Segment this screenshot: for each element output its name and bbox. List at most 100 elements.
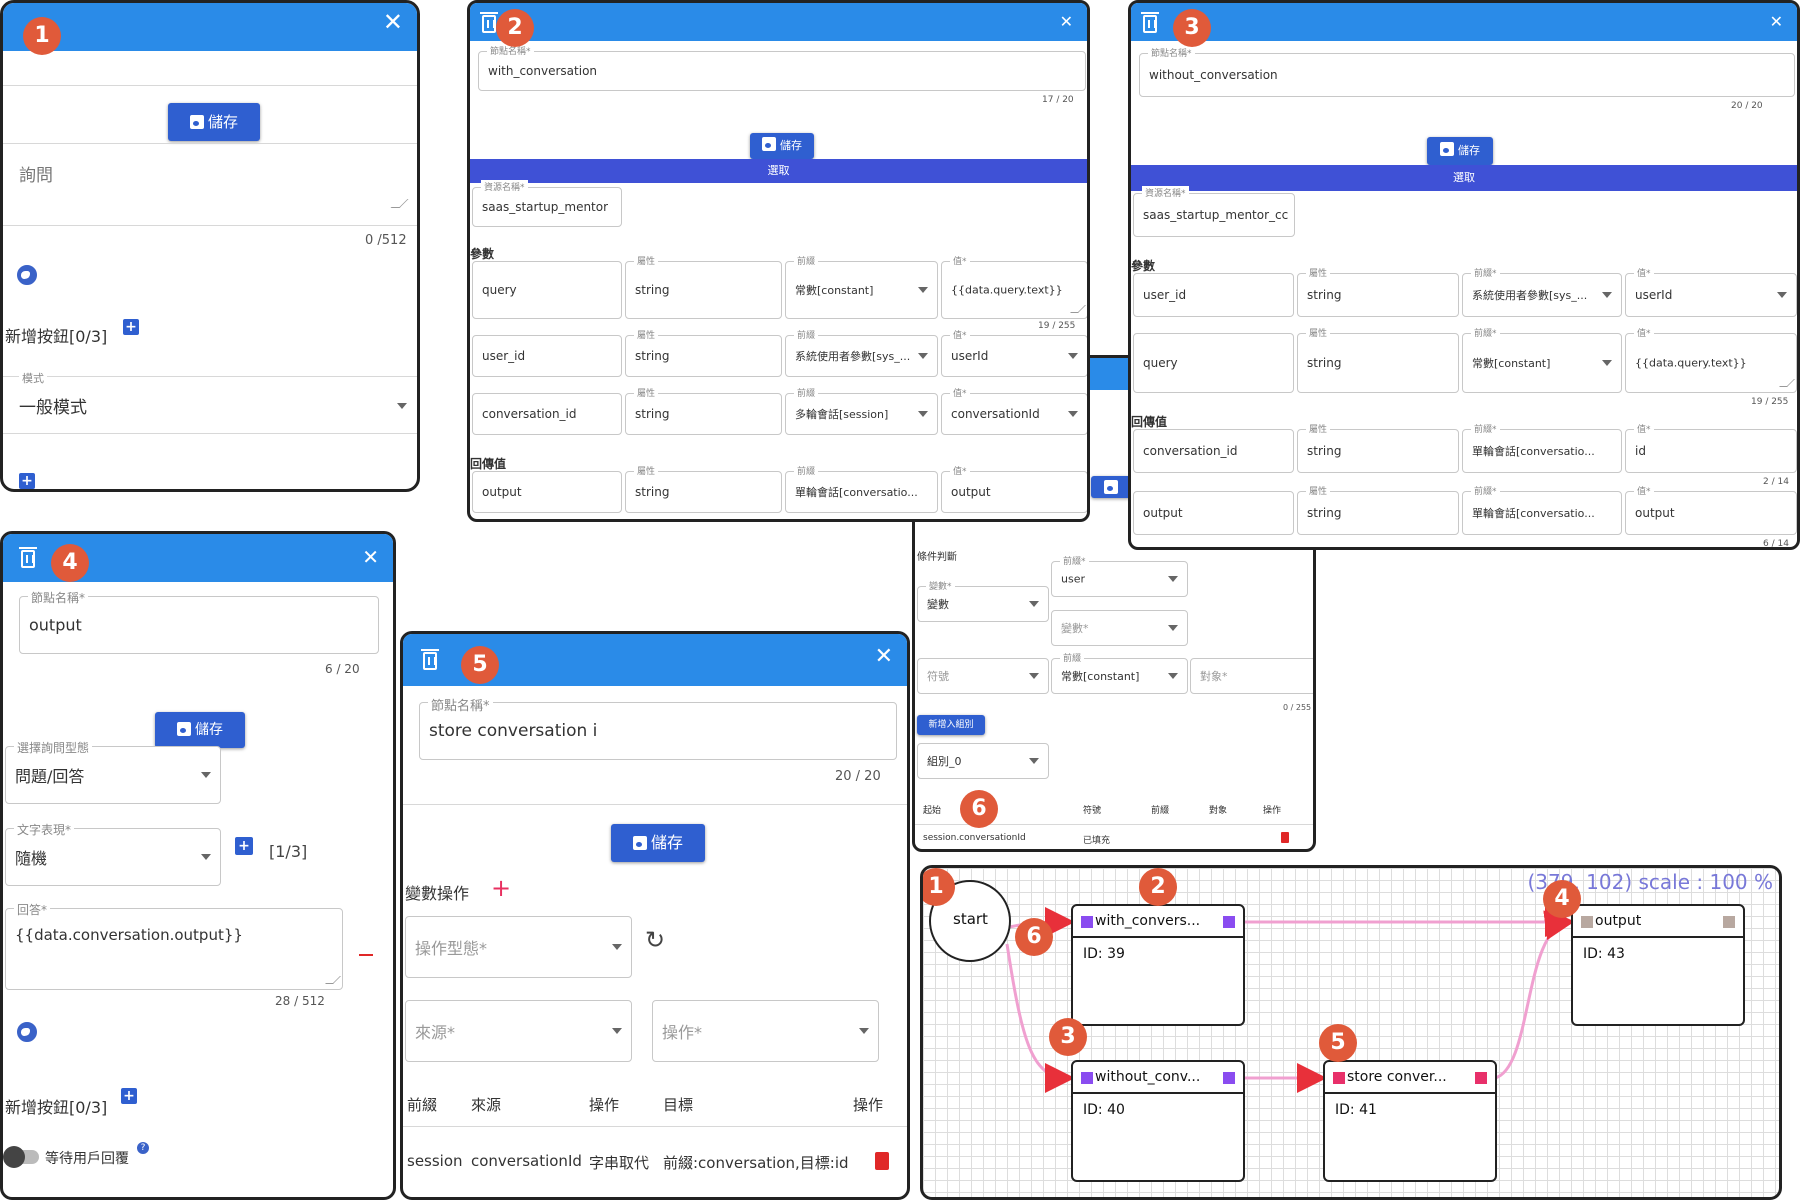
param-name-input[interactable]: query — [472, 261, 622, 319]
globe-icon[interactable] — [17, 1022, 37, 1042]
globe-icon[interactable] — [17, 265, 37, 285]
node-name-input[interactable]: 節點名稱* without_conversation — [1139, 46, 1795, 97]
save-button[interactable]: 儲存 — [155, 712, 245, 748]
trash-icon[interactable] — [480, 12, 498, 33]
text-display-select[interactable]: 文字表現* 隨機 — [5, 821, 221, 886]
param-value-textarea[interactable]: 值* {{data.query.text}} — [941, 254, 1087, 319]
param-value-textarea[interactable]: 值* {{data.query.text}} — [1625, 326, 1797, 393]
add-icon[interactable]: + — [19, 473, 35, 489]
return-prefix-select[interactable]: 前綴* 單輪會話[conversatio... — [1462, 484, 1622, 535]
field-value: without_conversation — [1149, 68, 1278, 82]
user-prefix-select[interactable]: 前綴* user — [1051, 554, 1188, 597]
param-prefix-select[interactable]: 前綴* 系統使用者參數[sys_... — [1462, 266, 1622, 317]
return-value-input[interactable]: 值* output — [941, 464, 1087, 513]
field-value: conversation_id — [1143, 444, 1238, 458]
delete-icon[interactable] — [875, 1152, 889, 1170]
add-op-plus-icon[interactable]: + — [491, 874, 512, 902]
param-prefix-select[interactable]: 前綴* 常數[constant] — [1462, 326, 1622, 393]
return-prefix-select[interactable]: 前綴 單輪會話[conversatio... — [785, 464, 938, 513]
query-textarea[interactable]: 詢問 — [19, 166, 53, 186]
trash-icon[interactable] — [1141, 12, 1159, 33]
flow-node-output[interactable]: output ID: 43 — [1571, 904, 1745, 1026]
add-text-plus-icon[interactable]: + — [235, 837, 253, 855]
source-select[interactable]: 來源* — [405, 1000, 632, 1062]
param-prefix-select[interactable]: 前綴 多輪會話[session] — [785, 386, 938, 435]
help-icon[interactable]: ? — [137, 1142, 149, 1154]
close-icon[interactable]: ✕ — [1769, 12, 1783, 31]
param-name-input[interactable]: conversation_id — [472, 393, 622, 435]
add-group-label: 新增入組別 — [928, 720, 974, 730]
variable-select[interactable]: 變數* 變數 — [917, 579, 1049, 622]
field-label: 值* — [1634, 422, 1654, 435]
mode-select[interactable]: 一般模式 — [19, 398, 87, 418]
flow-node-store-conversation[interactable]: store conver... ID: 41 — [1323, 1060, 1497, 1182]
return-name-input[interactable]: conversation_id — [1133, 429, 1294, 473]
trash-icon[interactable] — [421, 649, 439, 670]
operation-select[interactable]: 操作* — [652, 1000, 879, 1062]
select-bar[interactable]: 選取 — [470, 159, 1087, 183]
variable2-select[interactable]: 變數* — [1051, 610, 1188, 646]
field-label: 文字表現* — [14, 821, 75, 838]
return-type-input[interactable]: 屬性 string — [1297, 484, 1459, 535]
panel-store-conversation: ✕ 5 節點名稱* store conversation i 20 / 20 儲存… — [400, 631, 910, 1200]
return-type-input[interactable]: 屬性 string — [1297, 422, 1459, 473]
table-header-start: 起始 — [923, 806, 942, 816]
save-button[interactable]: 儲存 — [750, 133, 814, 159]
add-group-button[interactable]: 新增入組別 — [917, 715, 985, 735]
node-name-input[interactable]: 節點名稱* output — [19, 589, 379, 654]
flow-canvas[interactable]: (379, 102) scale : 100 % start with_conv… — [920, 865, 1782, 1200]
return-prefix-select[interactable]: 前綴* 單輪會話[conversatio... — [1462, 422, 1622, 473]
flow-node-without-conversation[interactable]: without_conv... ID: 40 — [1071, 1060, 1245, 1182]
add-button-plus-icon[interactable]: + — [123, 319, 139, 335]
field-label: 回答* — [14, 901, 51, 918]
close-icon[interactable]: ✕ — [874, 644, 893, 669]
close-icon[interactable]: ✕ — [1059, 12, 1073, 31]
question-type-select[interactable]: 選擇詢問型態 問題/回答 — [5, 739, 221, 804]
close-icon[interactable]: ✕ — [362, 545, 379, 569]
node-name-input[interactable]: 節點名稱* store conversation i — [419, 695, 897, 760]
delete-icon[interactable] — [1281, 832, 1289, 843]
remove-icon[interactable] — [359, 954, 373, 956]
save-button[interactable] — [1091, 476, 1131, 498]
param-name-input[interactable]: user_id — [1133, 273, 1294, 317]
param-value-select[interactable]: 值* userId — [1625, 266, 1797, 317]
param-type-input[interactable]: 屬性 string — [1297, 266, 1459, 317]
refresh-icon[interactable]: ↻ — [645, 926, 666, 954]
panel-output-node: ✕ 4 節點名稱* output 6 / 20 儲存 選擇詢問型態 問題/回答 文字… — [0, 531, 396, 1200]
save-button[interactable]: 儲存 — [168, 103, 260, 141]
return-name-input[interactable]: output — [1133, 491, 1294, 535]
resource-name-input[interactable]: 資源名稱* saas_startup_mentor — [472, 180, 622, 227]
trash-icon[interactable] — [19, 547, 37, 568]
field-value: 操作* — [662, 1023, 703, 1042]
op-type-select[interactable]: 操作型態* — [405, 916, 632, 978]
field-value: output — [1635, 506, 1675, 520]
flow-node-with-conversation[interactable]: with_convers... ID: 39 — [1071, 904, 1245, 1026]
save-button[interactable]: 儲存 — [611, 824, 705, 862]
param-type-input[interactable]: 屬性 string — [625, 386, 782, 435]
answer-textarea[interactable]: 回答* {{data.conversation.output}} — [5, 901, 343, 990]
param-type-input[interactable]: 屬性 string — [625, 328, 782, 377]
close-icon[interactable]: ✕ — [382, 8, 403, 36]
save-button[interactable]: 儲存 — [1427, 137, 1493, 165]
param-type-input[interactable]: 屬性 string — [625, 254, 782, 319]
add-button-plus-icon[interactable]: + — [121, 1088, 137, 1104]
node-name-input[interactable]: 節點名稱* with_conversation — [478, 44, 1086, 91]
group-select[interactable]: 組別_0 — [917, 743, 1049, 779]
field-value: query — [482, 283, 517, 297]
return-name-input[interactable]: output — [472, 471, 622, 513]
select-bar[interactable]: 選取 — [1131, 165, 1797, 191]
param-prefix-select[interactable]: 前綴 系統使用者參數[sys_... — [785, 328, 938, 377]
return-type-input[interactable]: 屬性 string — [625, 464, 782, 513]
param-type-input[interactable]: 屬性 string — [1297, 326, 1459, 393]
param-name-input[interactable]: query — [1133, 333, 1294, 393]
return-value-input[interactable]: 值* id — [1625, 422, 1797, 473]
symbol-select[interactable]: 符號 — [917, 658, 1049, 694]
resource-name-input[interactable]: 資源名稱* saas_startup_mentor_cc — [1133, 186, 1295, 237]
object-input[interactable]: 對象* — [1190, 658, 1313, 694]
param-value-select[interactable]: 值* conversationId — [941, 386, 1087, 435]
param-name-input[interactable]: user_id — [472, 335, 622, 377]
const-prefix-select[interactable]: 前綴 常數[constant] — [1051, 651, 1188, 694]
param-prefix-select[interactable]: 前綴 常數[constant] — [785, 254, 938, 319]
return-value-input[interactable]: 值* output — [1625, 484, 1797, 535]
param-value-select[interactable]: 值* userId — [941, 328, 1087, 377]
